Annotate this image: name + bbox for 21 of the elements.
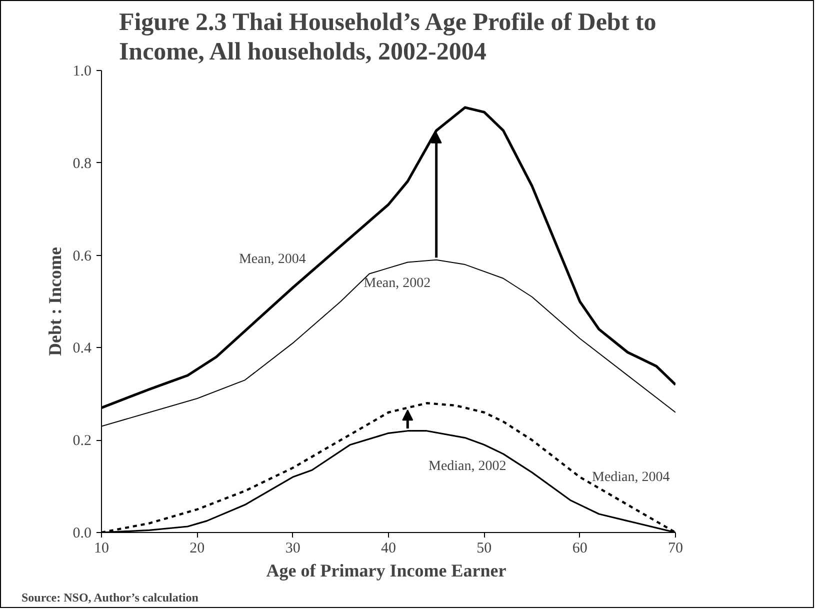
x-tick-label: 30 xyxy=(285,540,300,556)
x-tick-label: 20 xyxy=(190,540,205,556)
x-tick-label: 10 xyxy=(94,540,109,556)
y-tick-label: 0.6 xyxy=(72,248,92,264)
source-note: Source: NSO, Author’s calculation xyxy=(22,590,199,604)
series-label: Median, 2002 xyxy=(428,458,506,474)
series-label: Mean, 2004 xyxy=(238,252,306,267)
x-axis-title: Age of Primary Income Earner xyxy=(266,560,506,580)
y-tick-label: 0.8 xyxy=(72,156,92,172)
x-tick-label: 70 xyxy=(668,540,683,556)
x-tick-label: 50 xyxy=(476,540,492,556)
y-tick-label: 1.0 xyxy=(72,64,92,80)
y-tick-label: 0.0 xyxy=(72,526,92,542)
y-tick-label: 0.4 xyxy=(72,340,92,357)
series-label: Mean, 2002 xyxy=(364,276,431,291)
y-axis-title: Debt : Income xyxy=(44,247,65,356)
x-tick-label: 60 xyxy=(572,540,588,556)
series-label: Median, 2004 xyxy=(592,470,670,485)
x-tick-label: 40 xyxy=(381,540,396,556)
y-tick-label: 0.2 xyxy=(72,433,92,450)
chart-title: Figure 2.3 Thai Household’s Age Profile of Debt to Income, All households, 2002-2004 xyxy=(118,8,656,66)
